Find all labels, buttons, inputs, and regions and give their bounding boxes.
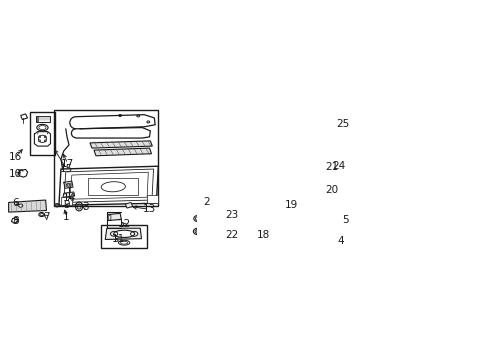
Ellipse shape xyxy=(267,148,270,150)
Text: 2: 2 xyxy=(203,197,210,207)
Text: 10: 10 xyxy=(9,169,22,179)
Text: 14: 14 xyxy=(63,193,76,203)
Polygon shape xyxy=(105,228,141,240)
Text: 13: 13 xyxy=(143,204,156,214)
Polygon shape xyxy=(270,149,276,155)
Text: 19: 19 xyxy=(284,200,297,210)
Text: 25: 25 xyxy=(335,119,348,129)
Polygon shape xyxy=(108,213,121,221)
Text: 9: 9 xyxy=(63,200,70,210)
Bar xyxy=(88,178,138,195)
Polygon shape xyxy=(9,200,46,212)
Text: 18: 18 xyxy=(257,230,270,240)
Polygon shape xyxy=(94,148,151,156)
Text: 17: 17 xyxy=(61,159,74,169)
Polygon shape xyxy=(125,202,132,208)
Text: 6: 6 xyxy=(12,198,19,208)
Text: 22: 22 xyxy=(225,230,238,240)
Polygon shape xyxy=(272,133,276,142)
Text: 12: 12 xyxy=(117,219,131,229)
Bar xyxy=(101,225,147,247)
Polygon shape xyxy=(147,195,158,203)
Ellipse shape xyxy=(19,204,23,207)
Text: 24: 24 xyxy=(332,161,345,171)
Bar xyxy=(30,112,54,155)
Text: 20: 20 xyxy=(325,185,338,195)
Text: 16: 16 xyxy=(9,152,22,162)
Text: 3: 3 xyxy=(82,202,89,212)
Text: 1: 1 xyxy=(63,212,70,222)
Text: 4: 4 xyxy=(337,236,343,246)
Text: 21: 21 xyxy=(325,162,338,172)
Polygon shape xyxy=(235,222,254,236)
Text: 23: 23 xyxy=(225,210,238,220)
Text: 8: 8 xyxy=(12,216,19,226)
Polygon shape xyxy=(61,197,72,205)
Polygon shape xyxy=(270,215,305,220)
Polygon shape xyxy=(289,133,294,142)
Bar xyxy=(265,127,302,162)
Polygon shape xyxy=(90,141,152,148)
Bar xyxy=(54,110,158,206)
Polygon shape xyxy=(268,131,300,144)
Polygon shape xyxy=(234,205,250,216)
Polygon shape xyxy=(280,133,285,142)
Polygon shape xyxy=(262,185,300,193)
Polygon shape xyxy=(63,192,75,197)
Ellipse shape xyxy=(113,230,135,237)
Text: 7: 7 xyxy=(43,212,50,222)
Text: 15: 15 xyxy=(60,164,73,174)
Text: 11: 11 xyxy=(112,235,125,245)
Text: 5: 5 xyxy=(342,215,348,225)
